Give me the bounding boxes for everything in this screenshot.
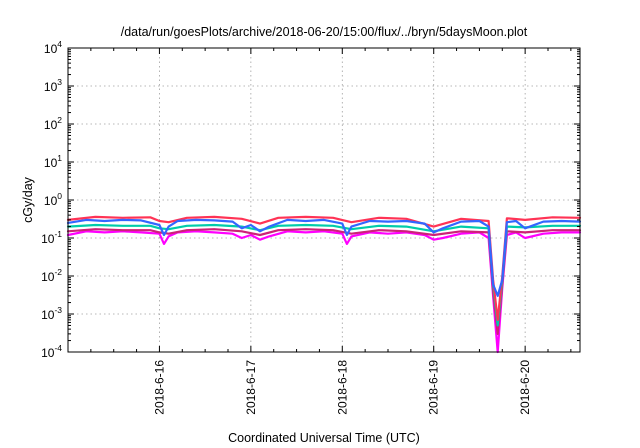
y-tick-label: 10-4 [41,343,62,360]
chart-title: /data/run/goesPlots/archive/2018-06-20/1… [121,25,528,39]
y-tick-label: 10-1 [41,229,62,246]
x-tick-label: 2018-6-18 [335,360,349,415]
y-tick-label: 104 [44,39,62,56]
x-tick-labels: 2018-6-16 2018-6-17 2018-6-18 2018-6-19 2018… [152,360,532,415]
x-tick-label: 2018-6-19 [427,360,441,415]
x-axis-label: Coordinated Universal Time (UTC) [228,431,420,445]
series-line-1 [66,230,582,354]
y-tick-label: 10-2 [41,267,62,284]
axis-ticks [68,47,580,353]
y-tick-labels: 10-4 10-3 10-2 10-1 100 101 102 103 104 [41,39,62,360]
grid-lines [68,48,580,352]
x-tick-label: 2018-6-17 [244,360,258,415]
y-axis-label: cGy/day [21,176,35,223]
y-tick-label: 101 [44,153,62,170]
series-lines [66,215,582,354]
y-tick-label: 10-3 [41,305,62,322]
y-tick-label: 102 [44,115,62,132]
y-tick-label: 100 [44,191,62,208]
series-line-5 [66,218,582,297]
x-tick-label: 2018-6-16 [152,360,166,415]
y-tick-label: 103 [44,77,62,94]
x-tick-label: 2018-6-20 [518,360,532,415]
